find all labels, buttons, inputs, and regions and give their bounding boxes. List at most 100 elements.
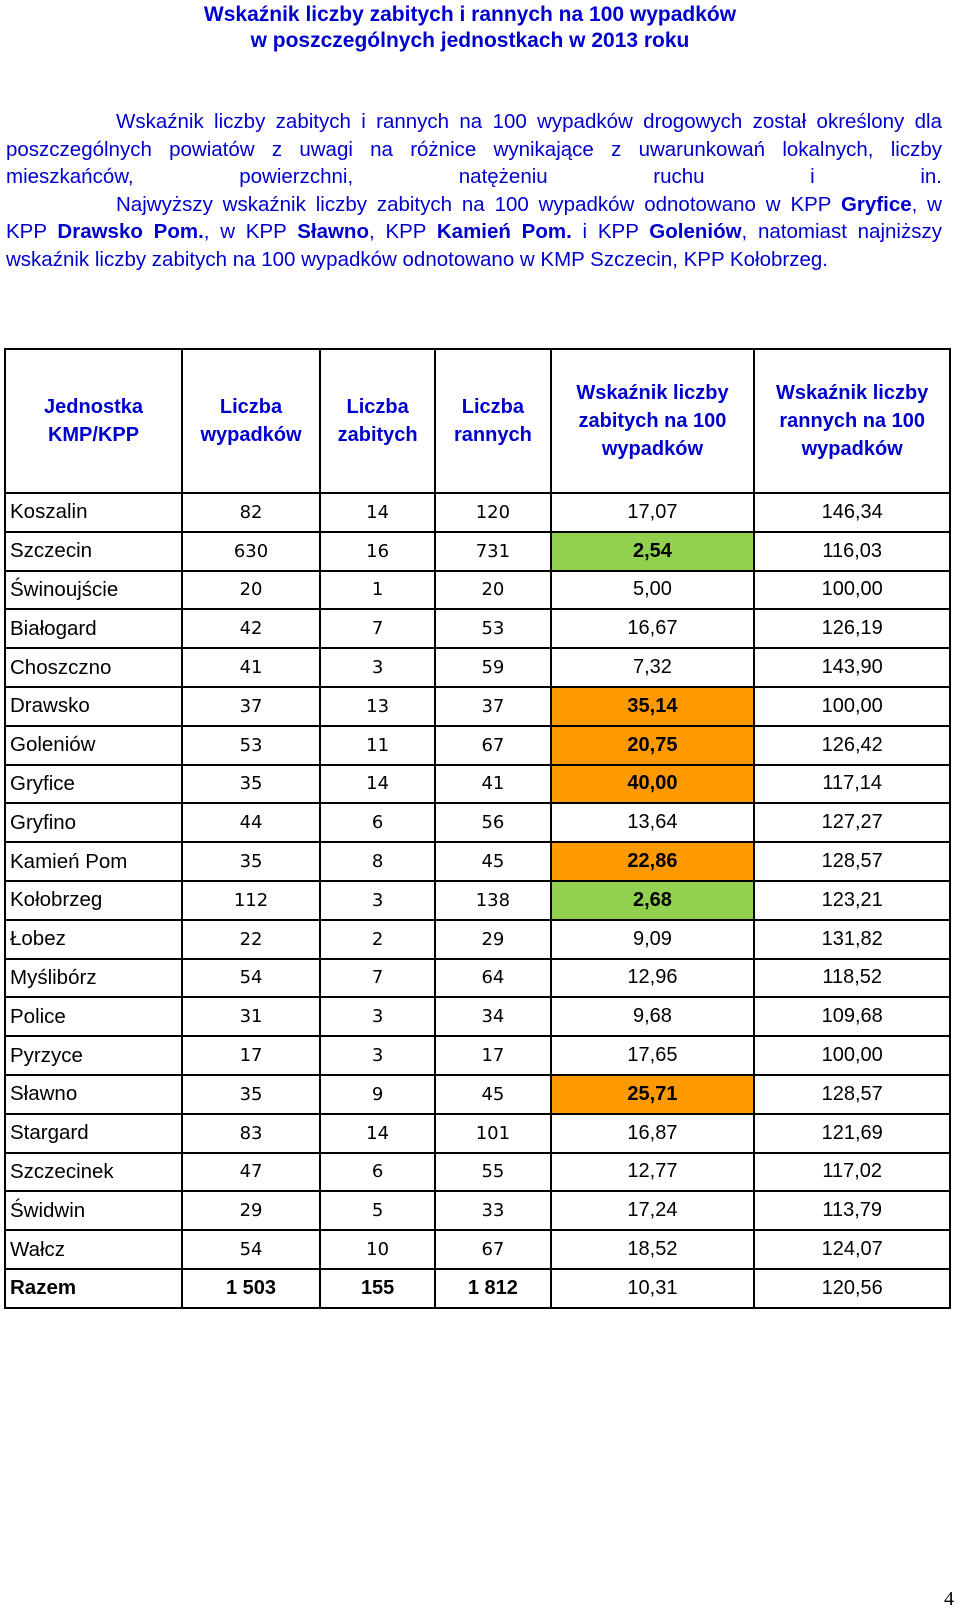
cell-accidents: 47 bbox=[181, 1151, 321, 1193]
cell-unit: Wałcz bbox=[3, 1229, 184, 1270]
cell-accidents: 37 bbox=[181, 685, 321, 727]
cell-injured: 17 bbox=[434, 1035, 552, 1076]
header-killed-rate: Wskaźnik liczby zabitych na 100 wypadków bbox=[549, 348, 756, 494]
cell-injured-rate: 131,82 bbox=[753, 918, 951, 960]
table-row: Choszczno 41 3 59 7,32 143,90 bbox=[3, 647, 951, 688]
table-row: Kołobrzeg 112 3 138 2,68 123,21 bbox=[3, 879, 951, 921]
cell-injured-rate: 113,79 bbox=[753, 1190, 951, 1232]
cell-injured-rate: 100,00 bbox=[753, 1035, 951, 1076]
cell-accidents: 35 bbox=[181, 1073, 321, 1115]
cell-injured: 29 bbox=[434, 918, 552, 960]
cell-killed: 3 bbox=[318, 647, 437, 688]
cell-unit: Gryfice bbox=[3, 763, 184, 805]
cell-unit: Łobez bbox=[3, 918, 184, 960]
intro-text: Wskaźnik liczby zabitych i rannych na 10… bbox=[6, 108, 942, 273]
cell-unit: Świnoujście bbox=[3, 569, 184, 611]
cell-injured: 45 bbox=[434, 841, 552, 882]
cell-killed-rate: 16,87 bbox=[549, 1112, 756, 1154]
cell-injured: 64 bbox=[434, 957, 552, 999]
cell-injured-rate: 121,69 bbox=[753, 1112, 951, 1154]
cell-killed-rate: 13,64 bbox=[549, 802, 756, 844]
cell-killed: 3 bbox=[318, 879, 437, 921]
cell-accidents: 54 bbox=[181, 1229, 321, 1270]
cell-unit: Gryfino bbox=[3, 802, 184, 844]
page-title: Wskaźnik liczby zabitych i rannych na 10… bbox=[0, 2, 940, 54]
page-number: 4 bbox=[944, 1588, 954, 1610]
cell-injured-rate: 146,34 bbox=[753, 492, 951, 533]
cell-killed-rate: 35,14 bbox=[549, 685, 756, 727]
cell-injured-rate: 123,21 bbox=[753, 879, 951, 921]
intro-p2-a: Najwyższy wskaźnik liczby zabitych na 10… bbox=[116, 192, 841, 216]
cell-injured-rate: 116,03 bbox=[753, 530, 951, 572]
total-cell-injured-rate: 120,56 bbox=[753, 1267, 951, 1309]
cell-accidents: 42 bbox=[181, 608, 321, 650]
cell-killed: 7 bbox=[318, 957, 437, 999]
table-row: Gryfice 35 14 41 40,00 117,14 bbox=[3, 763, 951, 805]
intro-p2-i: i KPP bbox=[571, 220, 650, 243]
cell-killed: 2 bbox=[318, 918, 437, 960]
cell-killed: 11 bbox=[318, 724, 437, 766]
cell-injured: 101 bbox=[434, 1112, 552, 1154]
table-row: Koszalin 82 14 120 17,07 146,34 bbox=[3, 492, 951, 533]
cell-killed-rate: 25,71 bbox=[549, 1073, 756, 1115]
cell-accidents: 82 bbox=[181, 492, 321, 533]
cell-unit: Białogard bbox=[3, 608, 184, 650]
table-row: Świnoujście 20 1 20 5,00 100,00 bbox=[3, 569, 951, 611]
cell-injured: 55 bbox=[434, 1151, 552, 1193]
cell-injured: 56 bbox=[434, 802, 552, 844]
cell-injured-rate: 143,90 bbox=[753, 647, 951, 688]
cell-killed: 8 bbox=[318, 841, 437, 882]
cell-unit: Sławno bbox=[3, 1073, 184, 1115]
cell-injured: 41 bbox=[434, 763, 552, 805]
cell-killed-rate: 20,75 bbox=[549, 724, 756, 766]
cell-killed-rate: 16,67 bbox=[549, 608, 756, 650]
total-cell-killed: 155 bbox=[318, 1267, 437, 1309]
intro-p2-slawno: Sławno bbox=[297, 220, 369, 243]
total-cell-accidents: 1 503 bbox=[181, 1267, 321, 1309]
cell-killed-rate: 7,32 bbox=[549, 647, 756, 688]
table-row: Police 31 3 34 9,68 109,68 bbox=[3, 996, 951, 1038]
table-row: Świdwin 29 5 33 17,24 113,79 bbox=[3, 1190, 951, 1232]
cell-killed-rate: 12,77 bbox=[549, 1151, 756, 1193]
cell-injured-rate: 128,57 bbox=[753, 1073, 951, 1115]
cell-accidents: 20 bbox=[181, 569, 321, 611]
cell-unit: Pyrzyce bbox=[3, 1035, 184, 1076]
cell-unit: Myślibórz bbox=[3, 957, 184, 999]
cell-killed: 7 bbox=[318, 608, 437, 650]
cell-accidents: 35 bbox=[181, 841, 321, 882]
header-accidents: Liczba wypadków bbox=[181, 348, 321, 494]
cell-killed: 3 bbox=[318, 996, 437, 1038]
cell-killed: 14 bbox=[318, 1112, 437, 1154]
cell-killed-rate: 17,24 bbox=[549, 1190, 756, 1232]
table-row: Pyrzyce 17 3 17 17,65 100,00 bbox=[3, 1035, 951, 1076]
cell-unit: Drawsko bbox=[3, 685, 184, 727]
table-header-row: Jednostka KMP/KPP Liczba wypadków Liczba… bbox=[3, 348, 951, 494]
cell-killed-rate: 9,09 bbox=[549, 918, 756, 960]
table-row: Stargard 83 14 101 16,87 121,69 bbox=[3, 1112, 951, 1154]
table-row: Sławno 35 9 45 25,71 128,57 bbox=[3, 1073, 951, 1115]
intro-p2-goleniow: Goleniów bbox=[649, 220, 742, 243]
table-row: Drawsko 37 13 37 35,14 100,00 bbox=[3, 685, 951, 727]
cell-injured: 59 bbox=[434, 647, 552, 688]
cell-injured: 53 bbox=[434, 608, 552, 650]
table-row: Szczecin 630 16 731 2,54 116,03 bbox=[3, 530, 951, 572]
table-total-row: Razem 1 503 155 1 812 10,31 120,56 bbox=[3, 1267, 951, 1309]
cell-injured: 731 bbox=[434, 530, 552, 572]
intro-p2-k: , natomiast najniższy wskaźnik liczby za… bbox=[6, 220, 942, 271]
cell-unit: Świdwin bbox=[3, 1190, 184, 1232]
cell-accidents: 22 bbox=[181, 918, 321, 960]
intro-p2-c: , w KPP bbox=[6, 192, 942, 244]
cell-injured-rate: 124,07 bbox=[753, 1229, 951, 1270]
cell-unit: Goleniów bbox=[3, 724, 184, 766]
title-line-2: w poszczególnych jednostkach w 2013 roku bbox=[250, 29, 690, 52]
cell-killed: 10 bbox=[318, 1229, 437, 1270]
cell-killed: 1 bbox=[318, 569, 437, 611]
cell-killed: 6 bbox=[318, 802, 437, 844]
table-row: Myślibórz 54 7 64 12,96 118,52 bbox=[3, 957, 951, 999]
cell-injured-rate: 118,52 bbox=[753, 957, 951, 999]
statistics-table: Jednostka KMP/KPP Liczba wypadków Liczba… bbox=[3, 348, 951, 1309]
cell-unit: Kamień Pom bbox=[3, 841, 184, 882]
intro-p2-gryfice: Gryfice bbox=[840, 192, 912, 216]
cell-accidents: 29 bbox=[181, 1190, 321, 1232]
cell-accidents: 17 bbox=[181, 1035, 321, 1076]
